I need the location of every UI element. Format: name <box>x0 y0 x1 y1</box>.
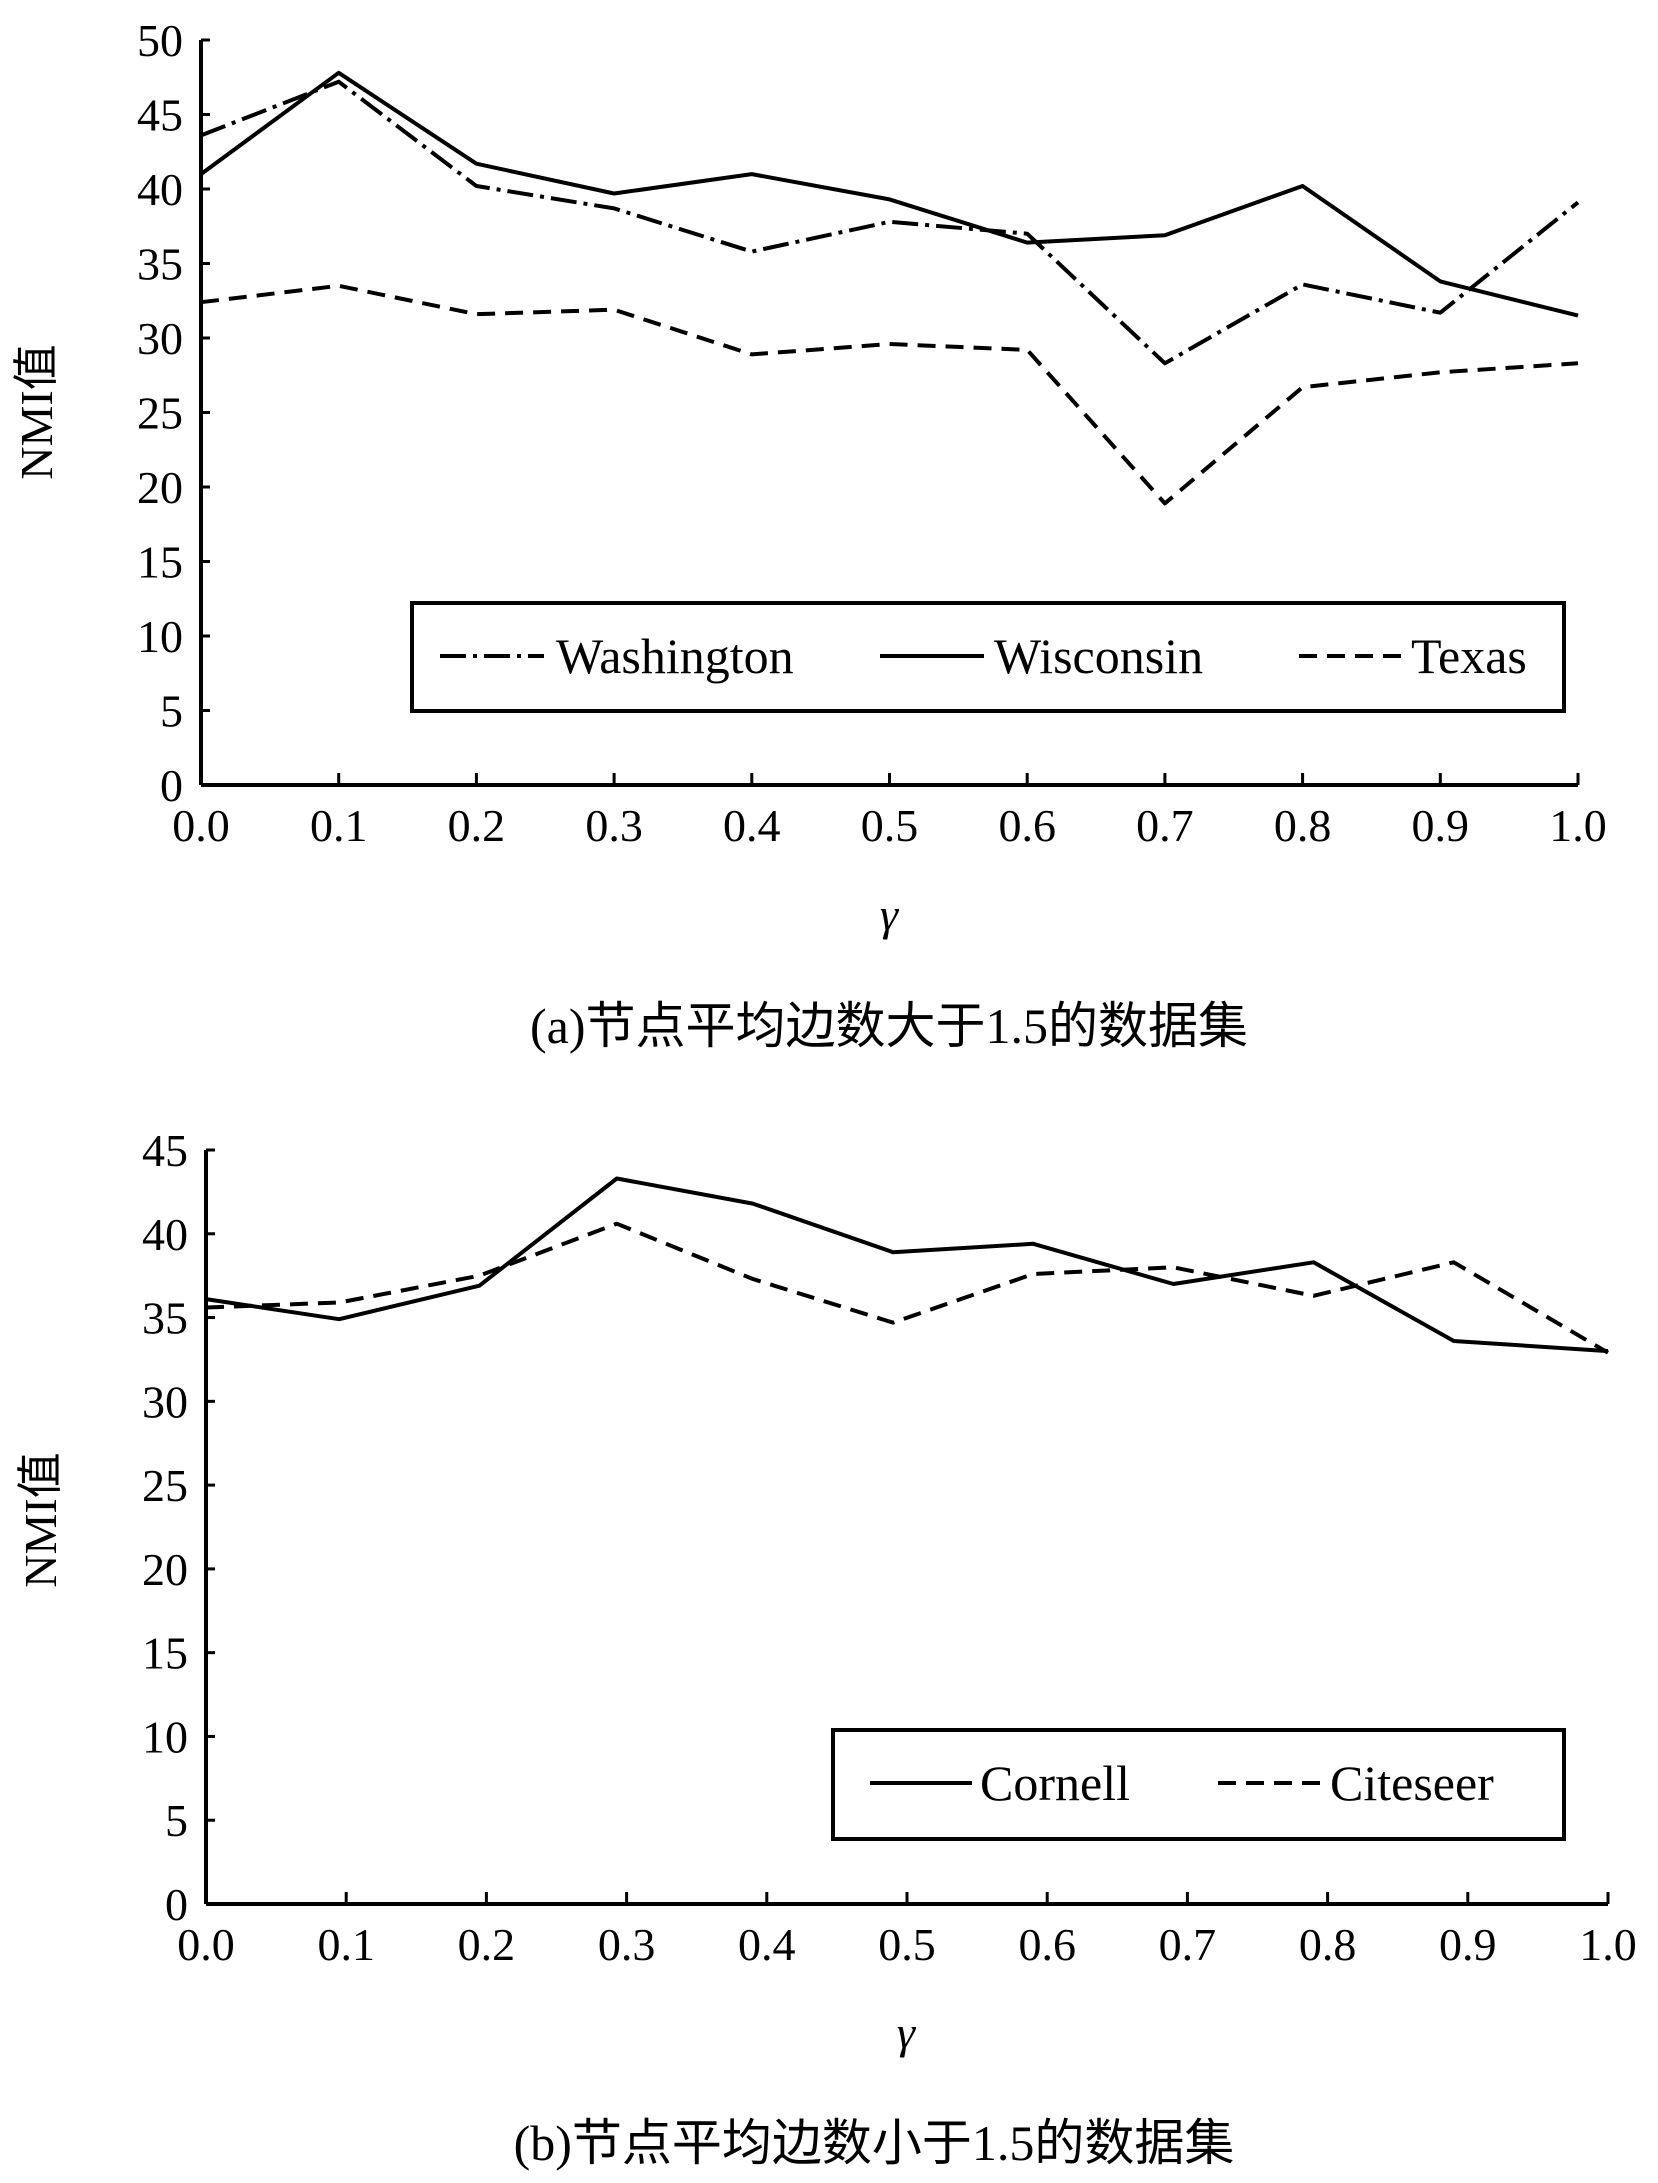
y-axis-label-b: NMI值 <box>15 1452 66 1587</box>
legend-label-texas: Texas <box>1411 628 1527 684</box>
legend-label-washington: Washington <box>556 628 794 684</box>
x-tick-label: 0.6 <box>998 800 1056 851</box>
x-ticks-a: 0.0 0.1 0.2 0.3 0.4 0.5 0.6 0.7 0.8 0.9 1.0 <box>172 773 1607 851</box>
x-tick-label: 0.9 <box>1412 800 1470 851</box>
x-tick-label: 0.8 <box>1299 1919 1357 1970</box>
legend-label-cornell: Cornell <box>980 1755 1130 1811</box>
x-tick-label: 1.0 <box>1579 1919 1637 1970</box>
x-tick-label: 0.1 <box>317 1919 375 1970</box>
x-tick-label: 0.8 <box>1274 800 1332 851</box>
x-tick-label: 0.1 <box>310 800 368 851</box>
y-tick-label: 40 <box>137 164 183 215</box>
x-tick-label: 0.0 <box>172 800 230 851</box>
series-line-citeseer <box>205 1221 1610 1355</box>
series-line-cornell <box>205 1176 1609 1354</box>
legend-b: Cornell Citeseer <box>831 1728 1566 1841</box>
series-b <box>205 1176 1610 1355</box>
legend-label-citeseer: Citeseer <box>1330 1755 1494 1811</box>
y-tick-label: 45 <box>142 1125 188 1176</box>
y-tick-label: 20 <box>142 1544 188 1595</box>
caption-b: (b)节点平均边数小于1.5的数据集 <box>514 2115 1235 2171</box>
x-tick-label: 0.4 <box>723 800 781 851</box>
y-tick-label: 25 <box>142 1460 188 1511</box>
y-tick-label: 50 <box>137 15 183 66</box>
y-tick-label: 5 <box>165 1795 188 1846</box>
y-tick-label: 45 <box>137 90 183 141</box>
caption-a: (a)节点平均边数大于1.5的数据集 <box>530 998 1248 1054</box>
y-tick-label: 10 <box>137 611 183 662</box>
y-tick-label: 30 <box>142 1376 188 1427</box>
x-tick-label: 0.5 <box>878 1919 936 1970</box>
x-axis-label-b: γ <box>897 2007 917 2058</box>
legend-a: Washington Wisconsin Texas <box>410 601 1566 713</box>
x-ticks-b: 0.0 0.1 0.2 0.3 0.4 0.5 0.6 0.7 0.8 0.9 1.0 <box>177 1892 1637 1970</box>
x-tick-label: 0.0 <box>177 1919 235 1970</box>
y-axis-label-a: NMI值 <box>11 344 62 479</box>
series-line-texas <box>200 283 1579 506</box>
x-tick-label: 0.7 <box>1159 1919 1217 1970</box>
x-tick-label: 0.3 <box>585 800 643 851</box>
y-tick-label: 25 <box>137 388 183 439</box>
x-tick-label: 0.3 <box>598 1919 656 1970</box>
y-tick-label: 40 <box>142 1209 188 1260</box>
y-tick-label: 35 <box>142 1293 188 1344</box>
y-tick-label: 20 <box>137 462 183 513</box>
y-tick-label: 0 <box>160 760 183 811</box>
y-ticks-b: 0 5 10 15 20 25 30 35 40 45 <box>142 1125 215 1930</box>
y-tick-label: 5 <box>160 686 183 737</box>
legend-label-wisconsin: Wisconsin <box>994 628 1203 684</box>
x-tick-label: 0.9 <box>1439 1919 1497 1970</box>
y-tick-label: 10 <box>142 1711 188 1762</box>
y-tick-label: 0 <box>165 1879 188 1930</box>
x-tick-label: 0.2 <box>458 1919 516 1970</box>
series-a <box>199 70 1580 506</box>
y-tick-label: 30 <box>137 313 183 364</box>
series-line-wisconsin <box>199 70 1579 318</box>
x-tick-label: 0.6 <box>1018 1919 1076 1970</box>
chart-b: 0 5 10 15 20 25 30 35 40 45 0.0 0.1 0.2 0.3 0.4 0.5 0.6… <box>15 1125 1637 2171</box>
x-tick-label: 0.7 <box>1136 800 1194 851</box>
x-axis-label-a: γ <box>880 889 900 940</box>
x-tick-label: 1.0 <box>1549 800 1607 851</box>
y-tick-label: 35 <box>137 239 183 290</box>
x-tick-label: 0.5 <box>861 800 919 851</box>
x-tick-label: 0.2 <box>448 800 506 851</box>
y-tick-label: 15 <box>142 1628 188 1679</box>
x-tick-label: 0.4 <box>738 1919 796 1970</box>
y-tick-label: 15 <box>137 537 183 588</box>
series-line-washington <box>200 79 1580 366</box>
y-ticks-a: 0 5 10 15 20 25 30 35 40 45 50 <box>137 15 210 811</box>
